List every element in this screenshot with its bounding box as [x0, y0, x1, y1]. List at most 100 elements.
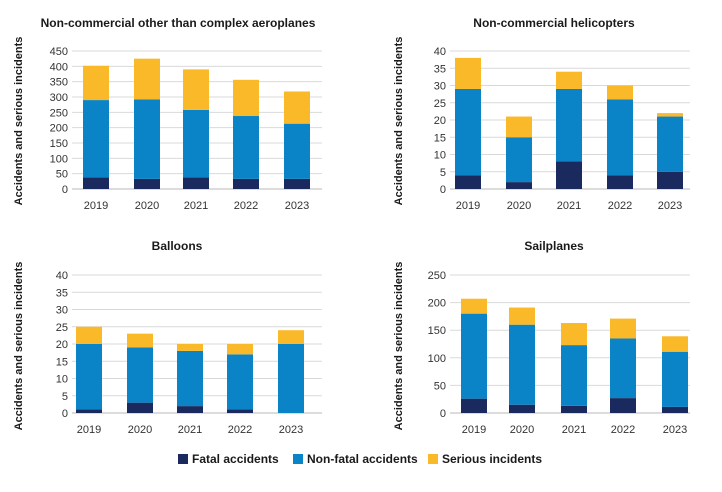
legend-swatch-nonfatal [293, 454, 303, 464]
bar-nonfatal-2022 [607, 99, 633, 176]
y-tick-label: 200 [50, 123, 68, 135]
bar-serious-2020 [509, 307, 535, 325]
x-tick-label: 2019 [456, 200, 480, 212]
bar-fatal-2022 [607, 175, 633, 189]
bar-nonfatal-2019 [461, 313, 487, 399]
bar-serious-2020 [506, 116, 532, 138]
bar-fatal-2019 [461, 398, 487, 413]
y-tick-label: 150 [50, 138, 68, 150]
x-tick-label: 2023 [279, 424, 303, 436]
chart-panel-3: Balloons Accidents and serious incidents 0… [13, 239, 322, 436]
x-tick-label: 2020 [510, 424, 534, 436]
legend-label-fatal: Fatal accidents [192, 452, 279, 466]
x-tick-label: 2020 [128, 424, 152, 436]
x-tick-label: 2019 [462, 424, 486, 436]
bar-nonfatal-2021 [556, 88, 582, 162]
y-tick-label: 200 [428, 298, 446, 310]
bar-nonfatal-2021 [183, 109, 209, 178]
bar-fatal-2023 [662, 406, 688, 413]
y-tick-label: 35 [434, 63, 446, 75]
y-tick-label: 400 [50, 61, 68, 73]
bar-fatal-2021 [561, 405, 587, 413]
bar-fatal-2020 [509, 404, 535, 413]
bar-nonfatal-2019 [455, 88, 481, 176]
bar-nonfatal-2023 [278, 344, 304, 413]
bar-nonfatal-2023 [657, 116, 683, 172]
y-tick-label: 50 [56, 169, 68, 181]
bar-nonfatal-2020 [509, 324, 535, 405]
bar-serious-2023 [284, 91, 310, 124]
chart-title: Non-commercial helicopters [473, 16, 635, 30]
y-tick-label: 30 [56, 305, 68, 317]
legend-label-serious: Serious incidents [442, 452, 542, 466]
y-tick-label: 40 [56, 270, 68, 282]
y-tick-label: 25 [56, 322, 68, 334]
bar-fatal-2020 [506, 182, 532, 189]
y-tick-label: 0 [62, 408, 68, 420]
chart-title: Sailplanes [524, 239, 584, 253]
bar-serious-2023 [662, 336, 688, 352]
bar-nonfatal-2023 [662, 351, 688, 407]
bar-nonfatal-2023 [284, 123, 310, 179]
y-tick-label: 10 [56, 374, 68, 386]
bar-fatal-2020 [127, 402, 153, 413]
y-tick-label: 35 [56, 287, 68, 299]
bar-nonfatal-2020 [127, 347, 153, 403]
y-tick-label: 0 [440, 184, 446, 196]
y-tick-label: 0 [62, 184, 68, 196]
y-tick-label: 15 [434, 132, 446, 144]
x-tick-label: 2021 [184, 200, 208, 212]
bar-fatal-2019 [455, 175, 481, 189]
y-tick-label: 350 [50, 77, 68, 89]
x-tick-label: 2022 [234, 200, 258, 212]
y-tick-label: 40 [434, 46, 446, 58]
bar-fatal-2022 [227, 409, 253, 413]
bar-serious-2023 [657, 113, 683, 117]
bar-nonfatal-2019 [83, 100, 109, 178]
bar-fatal-2019 [83, 177, 109, 189]
y-axis-label: Accidents and serious incidents [13, 262, 25, 431]
bar-serious-2020 [134, 58, 160, 100]
x-tick-label: 2021 [178, 424, 202, 436]
bar-serious-2023 [278, 330, 304, 344]
x-tick-label: 2022 [611, 424, 635, 436]
bar-fatal-2021 [556, 161, 582, 189]
y-tick-label: 10 [434, 150, 446, 162]
legend: Fatal accidents Non-fatal accidents Seriou… [178, 452, 542, 466]
y-tick-label: 100 [50, 153, 68, 165]
bar-serious-2019 [76, 326, 102, 344]
bar-nonfatal-2021 [561, 345, 587, 406]
y-tick-label: 50 [434, 380, 446, 392]
legend-swatch-serious [428, 454, 438, 464]
x-tick-label: 2023 [285, 200, 309, 212]
bar-fatal-2022 [233, 178, 259, 189]
y-tick-label: 250 [428, 270, 446, 282]
bar-serious-2022 [233, 79, 259, 117]
x-tick-label: 2021 [562, 424, 586, 436]
bar-nonfatal-2020 [506, 137, 532, 183]
x-tick-label: 2019 [84, 200, 108, 212]
y-tick-label: 20 [56, 339, 68, 351]
y-tick-label: 150 [428, 325, 446, 337]
bar-serious-2019 [455, 57, 481, 89]
chart-panel-1: Non-commercial other than complex aeropl… [13, 16, 322, 212]
x-tick-label: 2019 [77, 424, 101, 436]
bar-serious-2021 [177, 344, 203, 351]
bar-fatal-2023 [657, 171, 683, 189]
bar-fatal-2023 [284, 178, 310, 189]
x-tick-label: 2022 [608, 200, 632, 212]
x-tick-label: 2023 [663, 424, 687, 436]
y-tick-label: 5 [62, 391, 68, 403]
bar-serious-2019 [461, 298, 487, 314]
bar-fatal-2019 [76, 409, 102, 413]
y-tick-label: 15 [56, 356, 68, 368]
chart-panel-4: Sailplanes Accidents and serious incident… [393, 239, 690, 436]
y-axis-label: Accidents and serious incidents [13, 37, 25, 206]
chart-title: Non-commercial other than complex aeropl… [41, 16, 316, 30]
x-tick-label: 2022 [228, 424, 252, 436]
bar-nonfatal-2021 [177, 350, 203, 407]
bar-nonfatal-2019 [76, 344, 102, 410]
y-axis-label: Accidents and serious incidents [393, 262, 405, 431]
bar-serious-2022 [607, 85, 633, 100]
